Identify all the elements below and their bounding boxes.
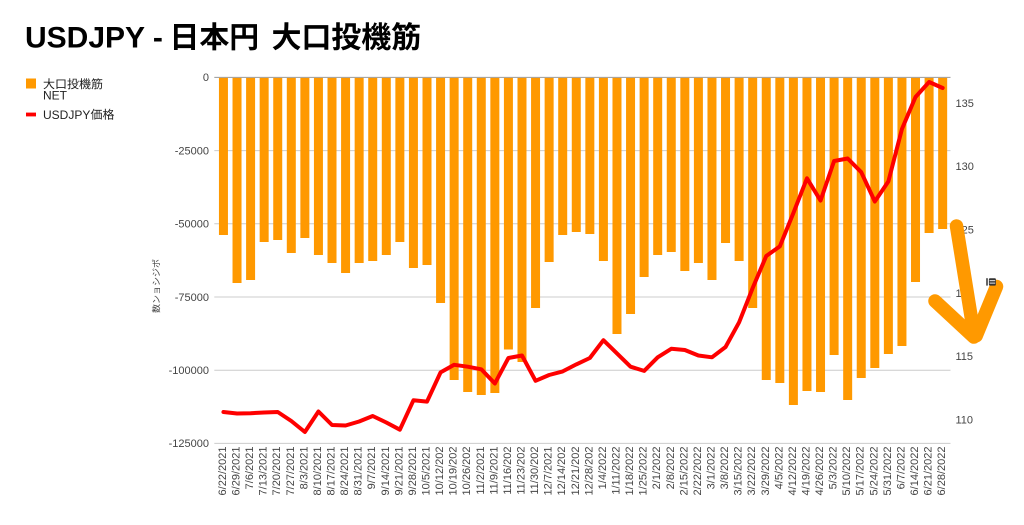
svg-text:8/31/2021: 8/31/2021 (353, 447, 365, 496)
svg-text:3/1/2022: 3/1/2022 (705, 447, 717, 490)
svg-text:110: 110 (956, 414, 974, 426)
svg-text:9/21/2021: 9/21/2021 (393, 447, 405, 496)
svg-text:3/15/2022: 3/15/2022 (733, 447, 745, 496)
svg-text:1/18/2022: 1/18/2022 (624, 447, 636, 496)
svg-text:12/21/202: 12/21/202 (570, 447, 582, 496)
svg-text:10/5/2021: 10/5/2021 (421, 447, 433, 496)
svg-text:10/26/202: 10/26/202 (461, 446, 473, 495)
svg-text:10/12/202: 10/12/202 (434, 447, 446, 496)
svg-text:-100000: -100000 (169, 365, 209, 377)
svg-text:4/26/2022: 4/26/2022 (814, 447, 826, 496)
svg-text:2/1/2022: 2/1/2022 (651, 447, 663, 490)
svg-text:-25000: -25000 (175, 145, 209, 157)
svg-text:115: 115 (956, 351, 974, 363)
svg-text:12/7/2021: 12/7/2021 (543, 447, 555, 496)
svg-text:6/28/2022: 6/28/2022 (936, 447, 948, 496)
svg-text:1/11/2022: 1/11/2022 (610, 447, 622, 495)
svg-text:4/5/2022: 4/5/2022 (773, 447, 785, 490)
svg-text:7/20/2021: 7/20/2021 (271, 447, 283, 496)
svg-text:9/7/2021: 9/7/2021 (366, 447, 378, 490)
svg-text:6/29/2021: 6/29/2021 (231, 447, 243, 496)
svg-text:8/3/2021: 8/3/2021 (298, 447, 310, 490)
svg-text:4/19/2022: 4/19/2022 (800, 447, 812, 496)
svg-text:-50000: -50000 (175, 219, 209, 231)
svg-text:5/31/2022: 5/31/2022 (882, 447, 894, 496)
svg-text:NET: NET (43, 89, 68, 103)
svg-text:4/12/2022: 4/12/2022 (787, 447, 799, 496)
svg-text:9/28/2021: 9/28/2021 (407, 447, 419, 496)
svg-text:11/16/202: 11/16/202 (502, 447, 514, 495)
svg-text:1/25/2022: 1/25/2022 (638, 447, 650, 496)
svg-text:12/14/202: 12/14/202 (556, 447, 568, 496)
svg-text:6/21/2022: 6/21/2022 (923, 447, 935, 496)
svg-text:11/30/202: 11/30/202 (529, 447, 541, 495)
svg-text:USDJPY -: USDJPY - (25, 22, 163, 55)
svg-text:8/17/2021: 8/17/2021 (326, 447, 338, 496)
svg-text:8/10/2021: 8/10/2021 (312, 447, 324, 496)
svg-text:2/22/2022: 2/22/2022 (692, 447, 704, 496)
svg-text:11/23/202: 11/23/202 (515, 447, 527, 495)
svg-text:5/17/2022: 5/17/2022 (855, 447, 867, 496)
svg-text:3/22/2022: 3/22/2022 (746, 447, 758, 496)
svg-text:6/14/2022: 6/14/2022 (909, 447, 921, 496)
svg-text:2/8/2022: 2/8/2022 (665, 447, 677, 490)
svg-text:7/27/2021: 7/27/2021 (285, 447, 297, 496)
svg-text:12/28/202: 12/28/202 (583, 447, 595, 496)
svg-text:11/9/2021: 11/9/2021 (488, 446, 500, 494)
svg-text:5/10/2022: 5/10/2022 (841, 447, 853, 496)
svg-text:3/8/2022: 3/8/2022 (719, 447, 731, 490)
svg-text:130: 130 (956, 161, 974, 173)
svg-text:USDJPY: USDJPY (43, 108, 90, 122)
svg-text:6/22/2021: 6/22/2021 (217, 447, 229, 496)
svg-text:10/19/202: 10/19/202 (448, 447, 460, 496)
svg-text:2/15/2022: 2/15/2022 (678, 447, 690, 496)
svg-text:5/24/2022: 5/24/2022 (868, 447, 880, 496)
svg-text:1/4/2022: 1/4/2022 (597, 447, 609, 490)
svg-text:11/2/2021: 11/2/2021 (475, 447, 487, 495)
svg-text:-125000: -125000 (169, 438, 209, 450)
svg-text:0: 0 (203, 72, 209, 84)
svg-text:3/29/2022: 3/29/2022 (760, 447, 772, 496)
svg-text:7/13/2021: 7/13/2021 (258, 447, 270, 496)
svg-text:6/7/2022: 6/7/2022 (895, 447, 907, 490)
svg-text:9/14/2021: 9/14/2021 (380, 447, 392, 496)
svg-text:7/6/2021: 7/6/2021 (244, 447, 256, 490)
svg-text:8/24/2021: 8/24/2021 (339, 447, 351, 496)
svg-text:5/3/2022: 5/3/2022 (828, 447, 840, 490)
svg-text:-75000: -75000 (175, 292, 209, 304)
svg-text:135: 135 (956, 98, 974, 110)
